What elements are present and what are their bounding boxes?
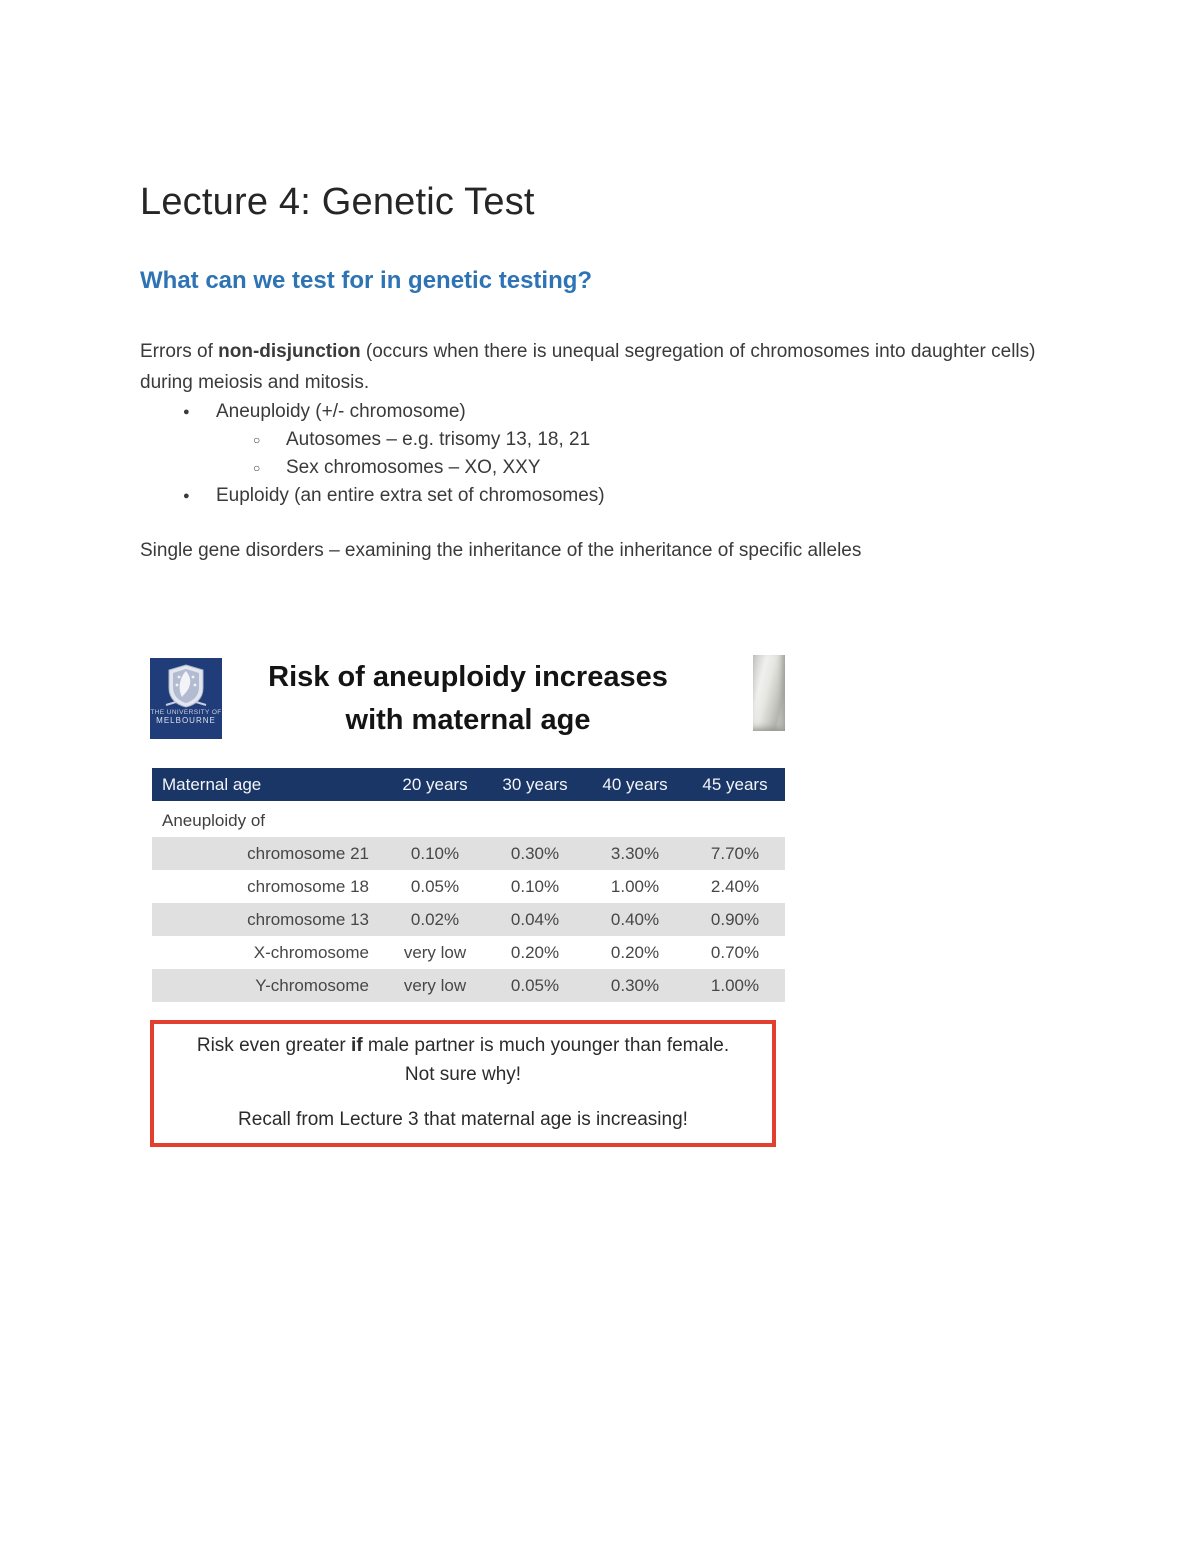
note-line-1: Risk even greater if male partner is muc… xyxy=(154,1031,772,1060)
sub-bullet-icon: ○ xyxy=(253,461,261,475)
bullet-item: ● Aneuploidy (+/- chromosome) xyxy=(183,398,1040,426)
bullet-item: ● Euploidy (an entire extra set of chrom… xyxy=(183,482,1040,510)
bullet-item: ○ Autosomes – e.g. trisomy 13, 18, 21 xyxy=(253,426,1040,454)
header-cell: 45 years xyxy=(702,774,768,794)
cell-value: 0.05% xyxy=(410,876,460,896)
section-heading: What can we test for in genetic testing? xyxy=(140,267,593,294)
intro-text-post: (occurs when there is unequal segregatio… xyxy=(140,341,1036,393)
sub-bullet-icon: ○ xyxy=(253,433,261,447)
table-header-row: Maternal age 20 years 30 years 40 years … xyxy=(152,768,785,801)
cell-value: 0.10% xyxy=(510,876,560,896)
logo-text: THE UNIVERSITY OF MELBOURNE xyxy=(150,709,222,725)
cell-value: 0.05% xyxy=(510,975,560,995)
bullet-item: ○ Sex chromosomes – XO, XXY xyxy=(253,454,1040,482)
table-subheader: Aneuploidy of xyxy=(162,811,266,830)
cell-value: 0.20% xyxy=(610,942,660,962)
cell-value: 0.30% xyxy=(610,975,660,995)
cell-value: very low xyxy=(403,942,467,962)
row-label: chromosome 18 xyxy=(247,876,369,896)
logo-crest-icon xyxy=(165,664,207,708)
note-spacer xyxy=(154,1089,772,1105)
row-label: chromosome 21 xyxy=(247,843,369,863)
table-row: chromosome 18 0.05% 0.10% 1.00% 2.40% xyxy=(152,870,785,903)
cell-value: 0.10% xyxy=(410,843,460,863)
table-row: Y-chromosome very low 0.05% 0.30% 1.00% xyxy=(152,969,785,1002)
row-label: Y-chromosome xyxy=(255,975,369,995)
intro-text-bold: non-disjunction xyxy=(218,341,361,362)
cell-value: 0.30% xyxy=(510,843,560,863)
cell-value: 0.04% xyxy=(510,909,560,929)
bullet-text: Autosomes – e.g. trisomy 13, 18, 21 xyxy=(286,429,591,450)
logo-text-line2: MELBOURNE xyxy=(156,716,216,725)
cell-value: 1.00% xyxy=(610,876,660,896)
note-line-3: Recall from Lecture 3 that maternal age … xyxy=(238,1109,688,1130)
bullet-text: Sex chromosomes – XO, XXY xyxy=(286,457,541,478)
note-line1-pre: Risk even greater xyxy=(196,1035,352,1056)
bullet-text: Euploidy (an entire extra set of chromos… xyxy=(216,485,605,506)
slide-title: Risk of aneuploidy increases with matern… xyxy=(234,656,702,742)
cell-value: 0.20% xyxy=(510,942,560,962)
header-cell: Maternal age xyxy=(162,774,262,794)
cell-value: 7.70% xyxy=(710,843,760,863)
university-logo: THE UNIVERSITY OF MELBOURNE xyxy=(150,658,222,739)
slide-title-line2: with maternal age xyxy=(345,704,591,736)
risk-note-box: Risk even greater if male partner is muc… xyxy=(150,1020,776,1147)
cell-value: 0.02% xyxy=(410,909,460,929)
risk-table: Maternal age 20 years 30 years 40 years … xyxy=(152,768,785,1002)
header-cell: 40 years xyxy=(602,774,668,794)
cell-value: very low xyxy=(403,975,467,995)
note-line1-bold: if xyxy=(351,1035,363,1056)
bullet-list: ● Aneuploidy (+/- chromosome) ○ Autosome… xyxy=(140,398,1040,510)
table-row: chromosome 13 0.02% 0.04% 0.40% 0.90% xyxy=(152,903,785,936)
note-line1-post: male partner is much younger than female… xyxy=(362,1035,730,1056)
slide-title-line1: Risk of aneuploidy increases xyxy=(268,661,668,693)
single-gene-paragraph: Single gene disorders – examining the in… xyxy=(140,540,862,561)
table-row: X-chromosome very low 0.20% 0.20% 0.70% xyxy=(152,936,785,969)
embedded-slide-image: THE UNIVERSITY OF MELBOURNE Risk of aneu… xyxy=(148,648,788,1147)
intro-text-pre: Errors of xyxy=(140,341,219,362)
page-title: Lecture 4: Genetic Test xyxy=(140,181,535,223)
cell-value: 0.40% xyxy=(610,909,660,929)
bullet-text: Aneuploidy (+/- chromosome) xyxy=(216,401,466,422)
bullet-icon: ● xyxy=(183,490,190,502)
bullet-icon: ● xyxy=(183,406,190,418)
row-label: chromosome 13 xyxy=(247,909,369,929)
table-row: chromosome 21 0.10% 0.30% 3.30% 7.70% xyxy=(152,837,785,870)
note-line-2: Not sure why! xyxy=(404,1064,522,1085)
row-label: X-chromosome xyxy=(253,942,369,962)
cell-value: 0.90% xyxy=(710,909,760,929)
intro-paragraph: Errors of non-disjunction (occurs when t… xyxy=(140,336,1040,398)
slide-photo-thumbnail xyxy=(753,655,785,731)
cell-value: 1.00% xyxy=(710,975,760,995)
cell-value: 0.70% xyxy=(710,942,760,962)
cell-value: 3.30% xyxy=(610,843,660,863)
header-cell: 20 years xyxy=(402,774,468,794)
logo-text-line1: THE UNIVERSITY OF xyxy=(150,709,222,716)
cell-value: 2.40% xyxy=(710,876,760,896)
header-cell: 30 years xyxy=(502,774,568,794)
